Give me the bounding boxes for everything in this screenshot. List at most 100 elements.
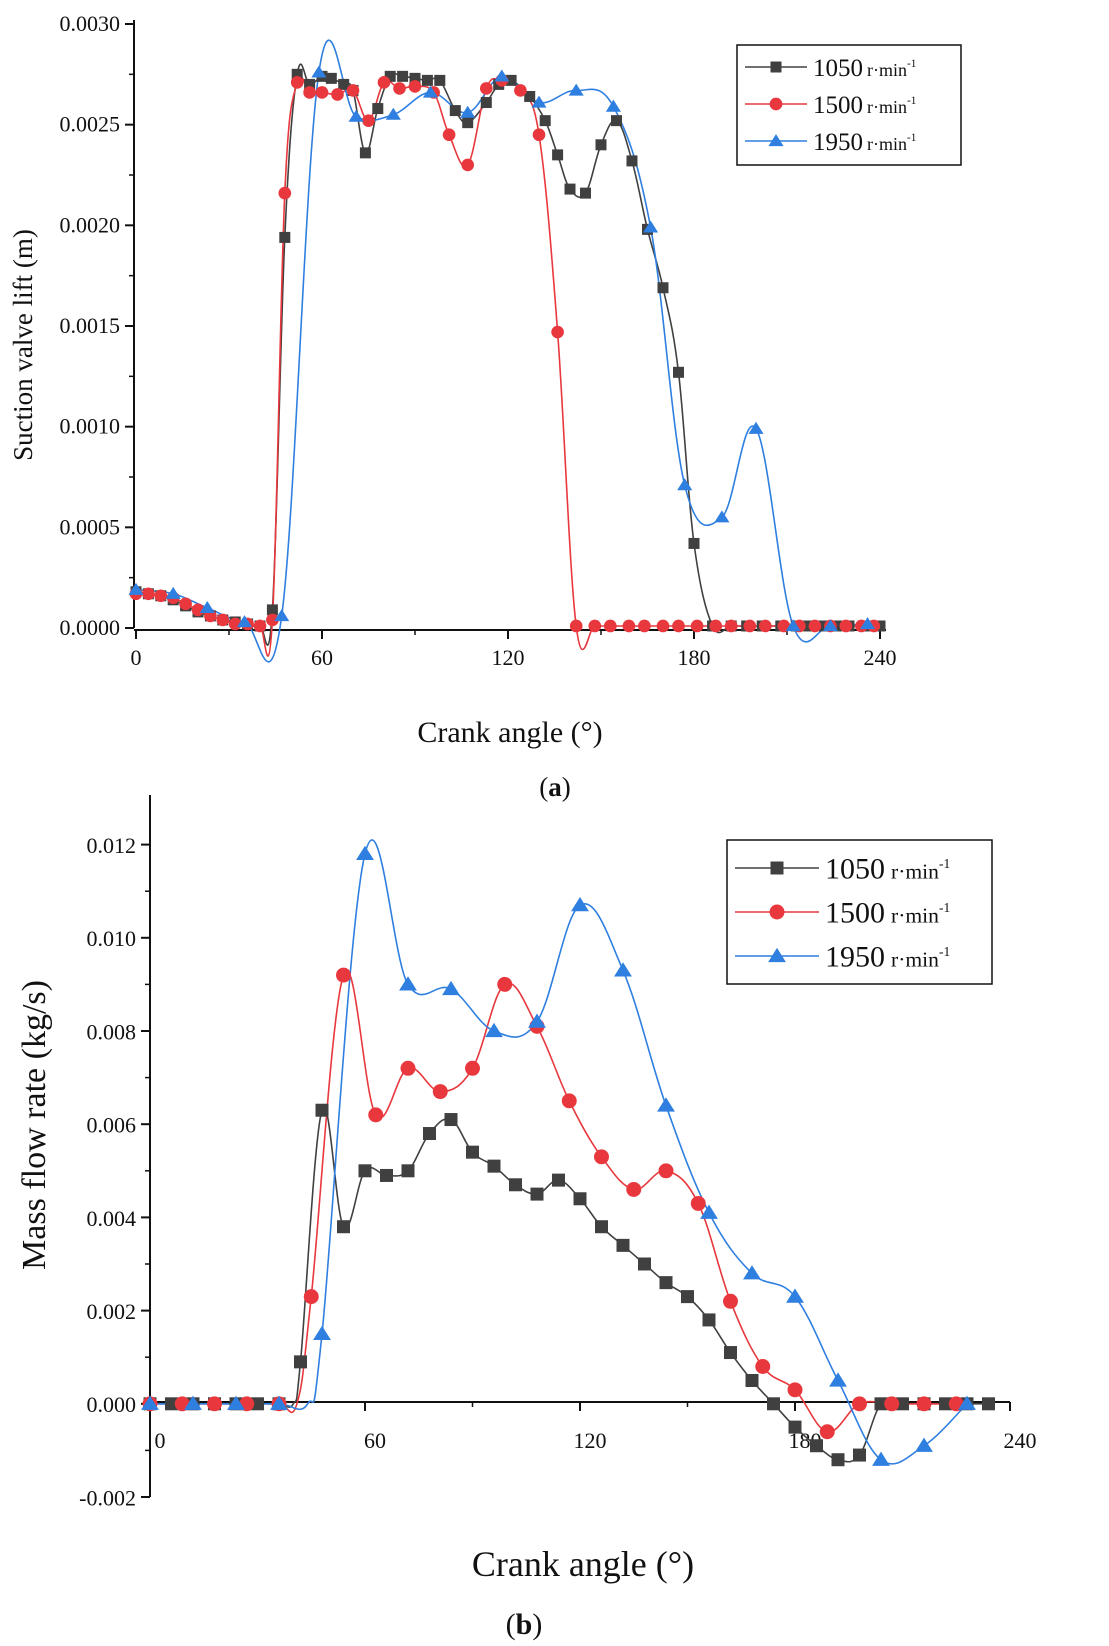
panel-b-series-1500-point bbox=[723, 1293, 738, 1309]
panel-b-series-1050-point bbox=[165, 1397, 178, 1411]
panel-a-series-1500-point bbox=[551, 325, 564, 339]
panel-a-series-1050-point bbox=[372, 103, 384, 115]
panel-b-series-1950-point bbox=[184, 1395, 202, 1410]
panel-b-x-tick-label: 240 bbox=[1004, 1428, 1037, 1453]
panel-b-series-1500-point bbox=[626, 1181, 642, 1197]
panel-b-x-tick-label: 60 bbox=[364, 1428, 386, 1453]
panel-a-series-1950-point bbox=[860, 617, 876, 630]
panel-a-series-1500-point bbox=[656, 619, 670, 633]
panel-b-series-1950-point bbox=[227, 1395, 245, 1410]
panel-a-series-1050-point bbox=[626, 155, 638, 167]
panel-a-series-1500-point bbox=[709, 619, 723, 633]
panel-a-series-1050-point bbox=[266, 604, 278, 616]
legend-unit-exponent: -1 bbox=[939, 900, 950, 915]
panel-a-y-tick-label: 0.0000 bbox=[60, 615, 121, 640]
legend-value: 1500 bbox=[813, 92, 863, 119]
legend-unit-exponent: -1 bbox=[907, 132, 916, 144]
panel-a-y-tick-label: 0.0030 bbox=[60, 11, 121, 36]
panel-b-series-1950-point bbox=[442, 980, 460, 996]
legend-unit: r·min bbox=[867, 60, 907, 80]
panel-b-series-1950-point bbox=[915, 1437, 933, 1452]
panel-a-series-1050-point bbox=[505, 74, 517, 86]
panel-b-y-tick-label: 0.002 bbox=[87, 1299, 137, 1324]
panel-b-series-1500-point bbox=[497, 976, 513, 992]
panel-b-series-1500-point bbox=[916, 1396, 932, 1412]
panel-b-x-tick-label: 0 bbox=[155, 1428, 166, 1453]
panel-b-series-1500-point bbox=[594, 1149, 609, 1165]
legend-value: 1950 bbox=[825, 941, 885, 974]
panel-b-letter: b bbox=[516, 1608, 533, 1641]
panel-a-y-axis-label: Suction valve lift (m) bbox=[8, 229, 38, 461]
panel-a-series-1500-point bbox=[346, 84, 360, 97]
panel-a-series-1050-point bbox=[673, 366, 684, 378]
panel-a-series-1500-point bbox=[724, 619, 738, 633]
panel-a-series-1500-point bbox=[179, 597, 192, 611]
panel-b-legend-label-1950: 1950 r·min-1 bbox=[825, 941, 950, 974]
panel-b-series-1500-point bbox=[852, 1396, 867, 1412]
panel-a-series-1050-point bbox=[359, 147, 371, 159]
panel-a-series-1500-point bbox=[315, 86, 329, 99]
panel-b-y-tick-label: 0.006 bbox=[87, 1113, 137, 1138]
legend-unit-exponent: -1 bbox=[907, 58, 916, 70]
panel-b-series-1050-point bbox=[638, 1257, 651, 1271]
panel-b-legend-marker-1050 bbox=[770, 861, 784, 875]
panel-a-series-1950-point bbox=[199, 600, 215, 614]
panel-a-series-1950-point bbox=[785, 619, 801, 632]
panel-b-series-1950-point bbox=[571, 897, 589, 912]
panel-b-series-1050-point bbox=[380, 1168, 393, 1182]
panel-b-series-1050-point bbox=[552, 1173, 565, 1187]
panel-b-series-1050-point bbox=[896, 1397, 909, 1411]
panel-b-series-1500-point bbox=[207, 1396, 222, 1412]
panel-a-series-1950-point bbox=[165, 586, 181, 599]
panel-a-x-tick-label: 240 bbox=[864, 645, 897, 670]
panel-b-y-tick-label: 0.010 bbox=[87, 926, 137, 951]
panel-a-series-1050-point bbox=[595, 139, 607, 151]
panel-b-series-1500-point bbox=[658, 1163, 674, 1179]
panel-b-series-1950-line bbox=[149, 839, 968, 1465]
panel-a-series-1950-point bbox=[494, 69, 510, 82]
panel-a-series-1050-point bbox=[580, 187, 591, 199]
legend-unit: r·min bbox=[891, 948, 939, 972]
legend-value: 1500 bbox=[825, 897, 885, 930]
legend-unit: r·min bbox=[891, 904, 939, 928]
panel-a-series-1950-point bbox=[568, 83, 584, 96]
legend-value: 1050 bbox=[825, 853, 885, 886]
panel-a-series-1950-point bbox=[460, 105, 476, 118]
panel-a-series-1500-point bbox=[393, 82, 406, 95]
panel-b-series-1050-point bbox=[444, 1113, 458, 1127]
panel-b-series-1500-point bbox=[787, 1382, 803, 1398]
legend-unit-exponent: -1 bbox=[939, 944, 950, 959]
panel-b-series-1500-line bbox=[149, 970, 957, 1433]
panel-a-series-1950-point bbox=[274, 609, 290, 622]
legend-unit-exponent: -1 bbox=[907, 95, 916, 107]
panel-b-series-1050-point bbox=[315, 1103, 329, 1117]
panel-b-series-1050-point bbox=[745, 1374, 759, 1387]
panel-a-series-1050-point bbox=[409, 72, 421, 84]
panel-b-y-tick-label: -0.002 bbox=[79, 1485, 136, 1510]
panel-a-series-1950-point bbox=[822, 619, 838, 632]
panel-b-series-1050-point bbox=[874, 1397, 888, 1411]
panel-a-series-1050-point bbox=[384, 70, 396, 82]
panel-a-legend-marker-1050 bbox=[770, 61, 782, 73]
panel-b-series-1950-point bbox=[399, 976, 417, 991]
panel-b-legend-marker-1500 bbox=[769, 904, 785, 920]
panel-a-x-tick-label: 120 bbox=[492, 645, 525, 670]
panel-a-series-1500-point bbox=[442, 128, 456, 142]
panel-a-series-1500-point bbox=[588, 619, 602, 633]
panel-a-y-tick-label: 0.0020 bbox=[60, 212, 121, 237]
panel-a-series-1500-point bbox=[758, 619, 772, 633]
panel-b-legend-marker-1950 bbox=[768, 947, 786, 963]
panel-a-series-1050-point bbox=[304, 78, 316, 90]
panel-b-legend-label-1050: 1050 r·min-1 bbox=[825, 853, 950, 886]
panel-b-series-1500-point bbox=[400, 1060, 416, 1076]
panel-b-series-1500-point bbox=[303, 1289, 319, 1305]
panel-b-series-1050-point bbox=[595, 1220, 608, 1234]
panel-a-series-1050-point bbox=[338, 78, 350, 90]
panel-b-series-1050-point bbox=[358, 1164, 372, 1178]
panel-a-series-1050-point bbox=[611, 115, 622, 127]
panel-a-series-1500-point bbox=[408, 80, 422, 93]
legend-unit: r·min bbox=[867, 97, 907, 117]
panel-a-series-1050-point bbox=[688, 537, 700, 549]
panel-a-series-1950-point bbox=[128, 582, 144, 595]
